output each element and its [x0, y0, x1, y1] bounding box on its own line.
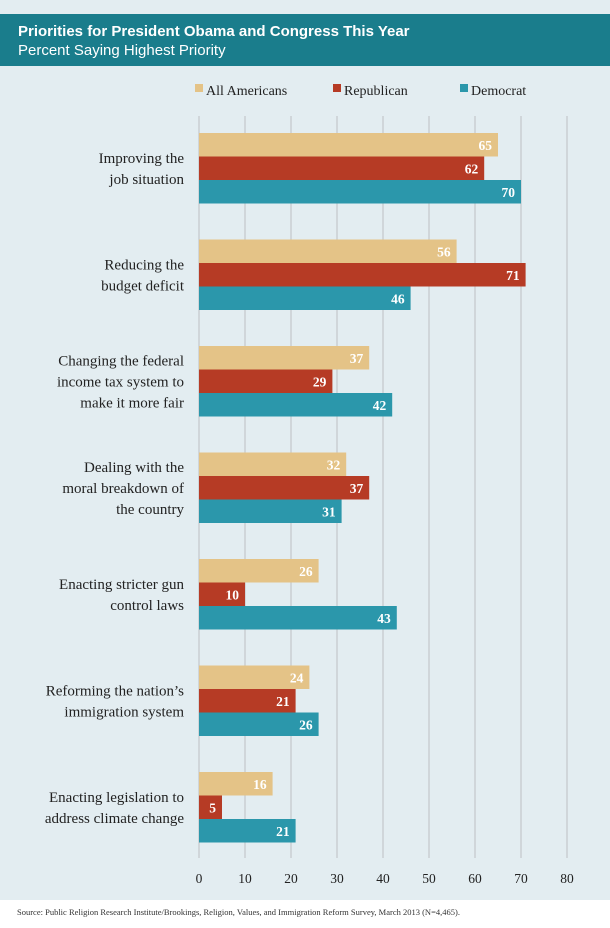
bar-value-label: 26: [299, 717, 313, 732]
bar: [199, 819, 296, 843]
bar-value-label: 21: [276, 824, 290, 839]
bar: [199, 369, 333, 393]
category-label: immigration system: [64, 704, 184, 720]
bar: [199, 665, 310, 689]
bar-value-label: 26: [299, 564, 313, 579]
x-tick-label: 10: [238, 871, 252, 886]
bar: [199, 712, 319, 736]
category-label: the country: [116, 502, 184, 518]
bar-value-label: 65: [479, 138, 493, 153]
bar: [199, 346, 370, 370]
bar-value-label: 37: [350, 481, 364, 496]
bar-value-label: 71: [506, 268, 520, 283]
category-label: job situation: [108, 172, 184, 188]
bar: [199, 795, 222, 819]
category-label: Changing the federal: [58, 353, 184, 369]
legend-label: Democrat: [471, 84, 526, 99]
bar-chart: 0 10 20 30 40 50 60 70 80 All Americans Republican…: [45, 84, 574, 886]
category-label: Reforming the nation’s: [46, 683, 184, 699]
category-label: Dealing with the: [84, 460, 184, 476]
source-note: Source: Public Religion Research Institu…: [17, 907, 460, 917]
bar: [199, 772, 273, 796]
category-label: Enacting stricter gun: [59, 577, 184, 593]
category-label: income tax system to: [57, 374, 184, 390]
x-tick-label: 80: [560, 871, 574, 886]
bar: [199, 286, 411, 310]
bar-value-label: 31: [322, 504, 336, 519]
bar: [199, 582, 245, 606]
bar: [199, 499, 342, 523]
x-tick-label: 30: [330, 871, 344, 886]
bar-value-label: 62: [465, 161, 479, 176]
bar: [199, 156, 485, 180]
bar-value-label: 46: [391, 291, 405, 306]
bar: [199, 689, 296, 713]
bar-value-label: 16: [253, 777, 267, 792]
category-label: moral breakdown of: [62, 481, 184, 497]
bar: [199, 452, 347, 476]
bar-value-label: 56: [437, 244, 451, 259]
x-tick-label: 40: [376, 871, 390, 886]
category-label: budget deficit: [101, 278, 185, 294]
bar: [199, 559, 319, 583]
x-tick-label: 60: [468, 871, 482, 886]
bar-value-label: 32: [327, 457, 341, 472]
bar: [199, 476, 370, 500]
bar: [199, 393, 393, 417]
category-label: make it more fair: [80, 395, 184, 411]
legend-swatch: [333, 84, 341, 92]
category-label: Enacting legislation to: [49, 790, 184, 806]
category-label: Reducing the: [104, 257, 184, 273]
legend-swatch: [195, 84, 203, 92]
title-banner: Priorities for President Obama and Congr…: [0, 14, 610, 66]
chart-subtitle: Percent Saying Highest Priority: [18, 42, 226, 59]
bar-value-label: 42: [373, 398, 387, 413]
legend-label: Republican: [344, 84, 408, 99]
bar: [199, 180, 521, 204]
bar: [199, 133, 498, 157]
category-label: Improving the: [99, 151, 185, 167]
x-tick-label: 70: [514, 871, 528, 886]
bar-value-label: 5: [209, 800, 216, 815]
chart-title: Priorities for President Obama and Congr…: [18, 23, 410, 40]
bar-value-label: 21: [276, 694, 290, 709]
legend-swatch: [460, 84, 468, 92]
bar-value-label: 37: [350, 351, 364, 366]
x-tick-label: 50: [422, 871, 436, 886]
bar-value-label: 70: [502, 185, 516, 200]
bar-value-label: 10: [226, 587, 240, 602]
bar: [199, 606, 397, 630]
x-tick-label: 0: [196, 871, 203, 886]
bar: [199, 239, 457, 263]
bar: [199, 263, 526, 287]
bar-value-label: 24: [290, 670, 304, 685]
bar-value-label: 29: [313, 374, 327, 389]
category-label: address climate change: [45, 811, 184, 827]
x-tick-label: 20: [284, 871, 298, 886]
category-label: control laws: [110, 598, 184, 614]
legend-label: All Americans: [206, 84, 287, 99]
bar-value-label: 43: [377, 611, 391, 626]
